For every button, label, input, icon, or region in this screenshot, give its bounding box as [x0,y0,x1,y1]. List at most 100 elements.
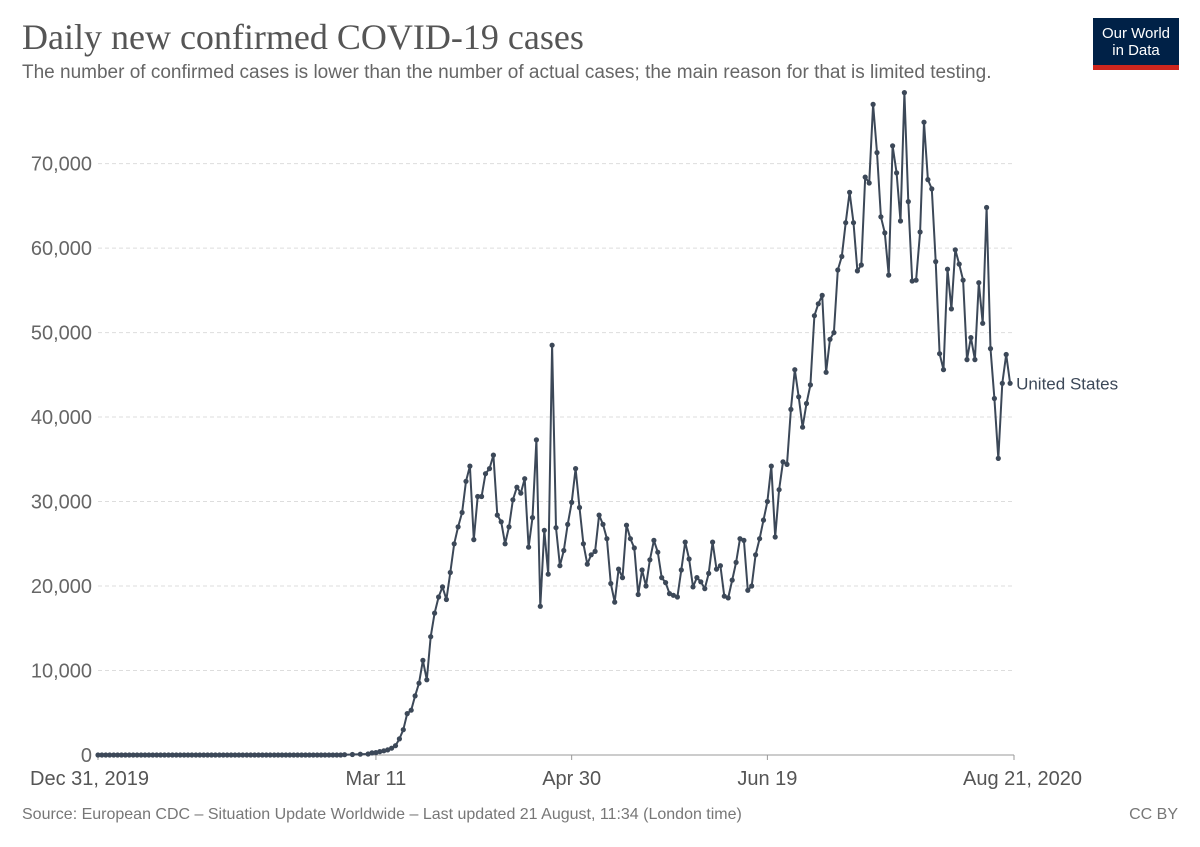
data-point[interactable] [479,493,485,500]
data-point[interactable] [905,199,911,205]
data-point[interactable] [580,541,587,547]
data-point[interactable] [917,229,923,235]
data-point[interactable] [428,634,434,640]
data-point[interactable] [592,548,598,555]
data-point[interactable] [913,277,919,283]
data-point[interactable] [874,150,880,156]
data-point[interactable] [713,566,720,572]
data-point[interactable] [197,752,203,758]
data-point[interactable] [146,752,152,758]
data-point[interactable] [118,752,125,758]
data-point[interactable] [894,170,900,176]
data-point[interactable] [232,752,238,758]
data-point[interactable] [698,579,704,585]
data-point[interactable] [369,750,375,756]
data-point[interactable] [310,752,316,758]
data-point[interactable] [796,394,802,400]
data-point[interactable] [925,177,931,183]
data-point[interactable] [381,748,387,754]
data-point[interactable] [706,570,712,577]
data-point[interactable] [443,596,449,603]
data-point[interactable] [267,752,273,758]
data-point[interactable] [518,490,524,496]
data-point[interactable] [158,752,164,758]
data-point[interactable] [424,677,430,683]
data-point[interactable] [248,752,254,758]
data-point[interactable] [788,406,794,412]
data-point[interactable] [702,586,708,592]
data-point[interactable] [631,545,637,551]
data-point[interactable] [678,567,684,573]
data-point[interactable] [451,541,457,547]
data-point[interactable] [494,512,500,518]
data-point[interactable] [482,471,489,477]
data-point[interactable] [526,544,532,550]
data-point[interactable] [745,587,751,593]
data-point[interactable] [541,527,547,533]
data-point[interactable] [212,752,218,758]
data-point[interactable] [373,750,379,756]
data-point[interactable] [142,752,148,758]
data-point[interactable] [553,525,559,531]
data-point[interactable] [165,752,172,758]
data-point[interactable] [228,752,234,758]
data-point[interactable] [471,537,477,543]
data-point[interactable] [643,583,649,589]
data-point[interactable] [987,346,994,352]
owid-logo[interactable]: Our World in Data [1093,18,1179,70]
data-point[interactable] [588,552,594,558]
data-point[interactable] [612,599,618,605]
data-point[interactable] [772,534,778,540]
data-point[interactable] [193,752,199,758]
data-point[interactable] [784,461,790,467]
license-link[interactable]: CC BY [1129,806,1178,823]
data-point[interactable] [729,577,735,583]
data-point[interactable] [408,707,414,713]
data-point[interactable] [490,452,496,458]
data-point[interactable] [510,497,516,503]
data-point[interactable] [670,592,677,598]
data-point[interactable] [436,594,442,600]
data-point[interactable] [960,277,966,283]
data-point[interactable] [792,367,798,373]
data-point[interactable] [921,119,927,125]
data-point[interactable] [956,261,962,267]
data-point[interactable] [545,571,551,577]
data-point[interactable] [940,367,947,373]
data-point[interactable] [995,455,1001,461]
data-point[interactable] [342,752,348,758]
data-point[interactable] [764,498,771,505]
data-point[interactable] [862,174,868,180]
data-point[interactable] [392,743,399,749]
data-point[interactable] [803,400,810,407]
data-point[interactable] [432,610,438,616]
data-point[interactable] [365,751,371,757]
data-point[interactable] [647,557,653,563]
data-point[interactable] [600,521,606,528]
data-point[interactable] [236,752,242,758]
data-point[interactable] [169,752,175,758]
data-point[interactable] [933,259,939,265]
data-point[interactable] [396,736,402,742]
data-point[interactable] [886,272,892,278]
data-point[interactable] [459,509,465,516]
data-point[interactable] [831,330,837,336]
data-point[interactable] [467,463,473,469]
data-point[interactable] [725,595,731,601]
data-point[interactable] [259,752,265,758]
data-point[interactable] [870,101,876,107]
data-point[interactable] [561,547,567,554]
data-point[interactable] [400,727,406,733]
data-point[interactable] [639,567,645,573]
data-point[interactable] [674,594,681,600]
data-point[interactable] [623,522,630,528]
data-point[interactable] [115,752,121,758]
data-point[interactable] [529,515,536,521]
data-point[interactable] [122,752,128,758]
data-point[interactable] [565,521,571,528]
data-point[interactable] [984,204,990,211]
data-point[interactable] [318,752,324,758]
data-point[interactable] [651,537,657,544]
data-point[interactable] [302,752,309,758]
data-point[interactable] [780,459,786,465]
